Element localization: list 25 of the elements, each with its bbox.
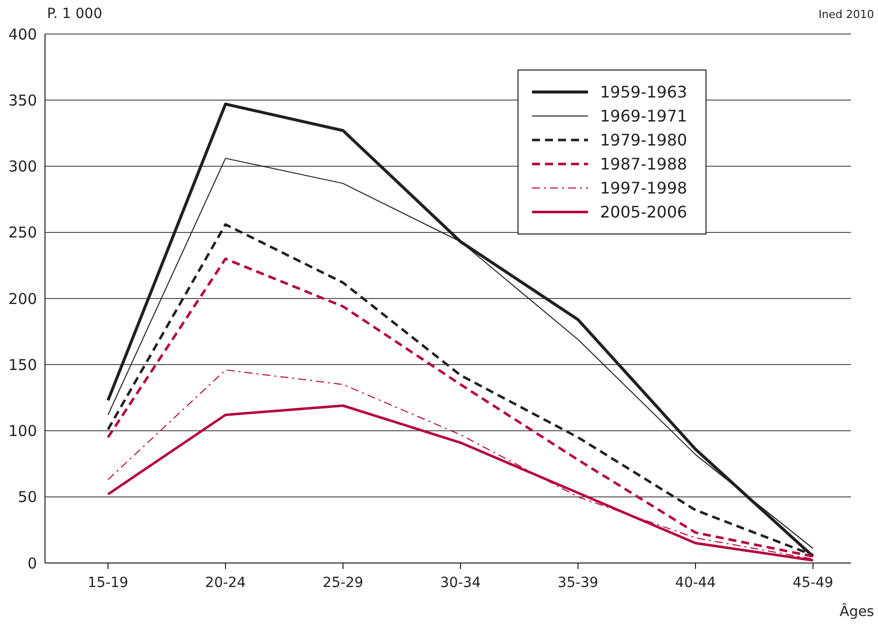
y-tick-label: 350 — [8, 91, 37, 110]
x-tick-label: 15-19 — [88, 575, 128, 591]
legend-label: 1979-1980 — [600, 130, 688, 150]
y-tick-label: 100 — [8, 422, 37, 440]
y-tick-label: 300 — [8, 158, 37, 176]
x-tick-label: 30-34 — [440, 575, 481, 591]
x-axis-title: Âges — [840, 603, 874, 620]
y-tick-label: 250 — [8, 224, 37, 242]
x-tick-label: 25-29 — [322, 575, 364, 591]
legend-label: 1969-1971 — [600, 106, 688, 126]
y-tick-label: 200 — [8, 290, 37, 308]
x-tick-label: 40-44 — [675, 575, 716, 591]
y-axis-title: P. 1 000 — [47, 6, 102, 22]
x-tick-label: 45-49 — [792, 575, 834, 591]
x-tick-label: 20-24 — [205, 575, 246, 591]
x-tick-label: 35-39 — [558, 575, 598, 591]
y-tick-label: 150 — [8, 356, 37, 374]
y-tick-label: 400 — [8, 25, 37, 44]
text: Ined 2010 — [818, 8, 874, 21]
legend-label: 1987-1988 — [600, 154, 688, 174]
y-tick-label: 0 — [27, 554, 37, 572]
y-tick-label: 50 — [18, 488, 37, 506]
legend-label: 2005-2006 — [600, 202, 688, 222]
legend-label: 1997-1998 — [600, 178, 688, 198]
legend-label: 1959-1963 — [600, 82, 688, 102]
